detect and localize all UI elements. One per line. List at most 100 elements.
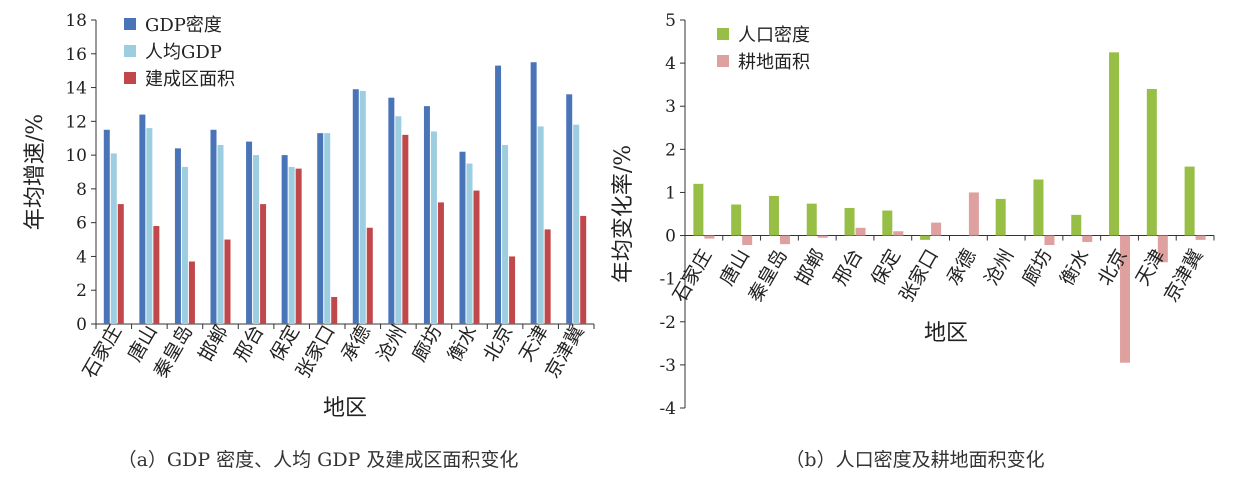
bar-a-s1-c12: [537, 126, 544, 325]
bar-b-s1-c2: [779, 235, 790, 245]
y-tick-label: 2: [665, 140, 676, 160]
x-category-label: 沧州: [373, 322, 411, 366]
y-tick-label: 16: [65, 45, 87, 65]
y-axis-title: 年均增速/%: [23, 114, 48, 230]
x-category-label: 保定: [867, 246, 905, 290]
y-tick-label: -1: [659, 270, 676, 290]
x-category-label: 衡水: [1056, 246, 1094, 290]
legend-swatch-1: [717, 55, 729, 67]
bar-a-s0-c0: [103, 129, 110, 324]
y-tick-label: -3: [659, 356, 676, 376]
bar-a-s2-c1: [153, 226, 160, 324]
y-tick-label: 2: [76, 281, 87, 301]
bar-b-s1-c12: [1157, 235, 1168, 263]
legend-swatch-0: [717, 28, 729, 40]
legend-entry-0: 人口密度: [738, 25, 810, 46]
bar-b-s0-c4: [844, 207, 855, 236]
bar-a-s0-c9: [423, 106, 430, 324]
y-tick-label: 0: [665, 227, 676, 247]
bar-a-s1-c2: [181, 166, 188, 324]
bar-a-s2-c8: [402, 134, 409, 324]
y-tick-label: -4: [659, 399, 676, 419]
y-tick-label: 4: [76, 247, 87, 267]
bar-a-s0-c5: [281, 155, 288, 324]
bar-a-s1-c8: [395, 116, 402, 325]
x-category-label: 沧州: [980, 246, 1018, 290]
bar-a-s1-c4: [253, 155, 260, 324]
x-category-label: 邢台: [230, 322, 268, 366]
legend-swatch-0: [124, 18, 136, 30]
legend-swatch-2: [124, 72, 136, 84]
bar-a-s1-c7: [359, 90, 366, 324]
bar-a-s2-c12: [544, 229, 551, 324]
bar-a-s0-c7: [352, 89, 359, 324]
y-tick-label: 18: [65, 11, 87, 31]
bar-b-s1-c10: [1082, 235, 1093, 243]
bar-a-s0-c3: [210, 129, 217, 324]
x-axis-title: 地区: [924, 321, 968, 346]
bar-a-s0-c8: [388, 97, 395, 324]
figure-caption: （b）人口密度及耕地面积变化: [785, 449, 1044, 471]
chart-b: -4-3-2-1012345石家庄 唐山秦皇岛 邯郸 邢台 保定张家口 承德 沧州 廊坊 衡水北…: [611, 11, 1215, 471]
bar-b-s0-c1: [731, 204, 742, 236]
bar-a-s2-c5: [295, 168, 302, 324]
x-category-label: 北京: [479, 322, 517, 366]
bar-a-s2-c9: [437, 202, 444, 324]
bar-a-s2-c13: [580, 215, 587, 324]
y-tick-label: 6: [76, 214, 87, 234]
bar-a-s2-c10: [473, 190, 480, 324]
y-tick-label: 14: [65, 79, 87, 99]
chart-a: 024681012141618石家庄唐山秦皇岛邯郸邢台保定张家口承德沧州廊坊衡水…: [23, 11, 595, 471]
y-tick-label: 1: [665, 183, 676, 203]
bar-a-s0-c1: [139, 114, 146, 324]
bar-a-s1-c13: [573, 124, 580, 324]
x-category-label: 衡水: [444, 322, 482, 366]
bar-b-s1-c4: [855, 227, 866, 236]
y-tick-label: 12: [65, 112, 87, 132]
bar-a-s1-c0: [110, 153, 117, 324]
bar-a-s1-c6: [324, 133, 331, 324]
bar-a-s2-c7: [366, 227, 373, 324]
bar-a-s2-c0: [117, 204, 124, 324]
x-category-label: 张家口: [895, 246, 943, 306]
x-category-label: 邯郸: [195, 322, 233, 366]
x-category-label: 廊坊: [408, 322, 446, 366]
y-tick-label: -2: [659, 313, 676, 333]
bar-b-s0-c12: [1146, 88, 1157, 236]
y-tick-label: 3: [665, 97, 676, 117]
x-category-label: 承德: [943, 246, 981, 290]
y-tick-label: 4: [665, 54, 676, 74]
bar-a-s0-c4: [246, 141, 253, 324]
bar-a-s0-c10: [459, 151, 466, 324]
bar-b-s1-c1: [742, 235, 753, 246]
bar-a-s1-c9: [430, 131, 437, 324]
y-tick-label: 8: [76, 180, 87, 200]
x-category-label: 秦皇岛: [744, 246, 792, 306]
bar-b-s0-c2: [768, 195, 779, 236]
bar-b-s1-c11: [1120, 235, 1131, 363]
bar-a-s1-c11: [502, 144, 509, 324]
legend-swatch-1: [124, 45, 136, 57]
bar-b-s0-c5: [882, 210, 893, 236]
bar-b-s0-c10: [1071, 214, 1082, 236]
bar-b-s1-c5: [893, 231, 904, 236]
bar-a-s2-c4: [260, 204, 267, 324]
bar-a-s0-c12: [530, 62, 537, 324]
legend-entry-1: 人均GDP: [145, 42, 222, 63]
figure-caption: （a）GDP 密度、人均 GDP 及建成区面积变化: [118, 449, 519, 471]
bar-b-s1-c13: [1195, 235, 1206, 240]
bar-a-s1-c1: [146, 128, 153, 324]
bar-a-s1-c3: [217, 144, 224, 324]
bar-a-s1-c5: [288, 166, 295, 324]
y-axis-title: 年均变化率/%: [611, 145, 636, 283]
bar-a-s0-c13: [566, 94, 573, 324]
legend-entry-2: 建成区面积: [145, 69, 235, 90]
y-tick-label: 5: [665, 11, 676, 31]
bar-b-s1-c7: [968, 192, 979, 236]
legend-entry-0: GDP密度: [145, 15, 222, 36]
bar-b-s0-c6: [920, 235, 931, 240]
bar-b-s1-c0: [704, 235, 715, 239]
bar-a-s2-c6: [331, 296, 338, 324]
bar-b-s1-c3: [817, 235, 828, 238]
